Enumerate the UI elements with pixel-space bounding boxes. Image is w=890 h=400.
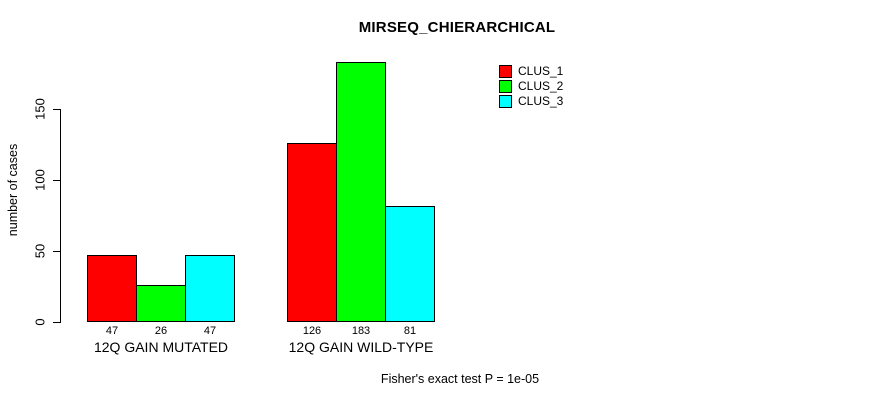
legend-item-clus-2: CLUS_2: [499, 80, 563, 93]
legend-color-swatch: [499, 95, 512, 108]
y-axis-line: [60, 108, 61, 323]
y-axis-tick: [53, 179, 60, 181]
bar-value-label: 26: [154, 325, 168, 337]
category-label: 12Q GAIN WILD-TYPE: [288, 339, 434, 355]
bar-clus-3-group2: [385, 206, 435, 323]
legend-label: CLUS_3: [518, 94, 564, 108]
legend-label: CLUS_2: [518, 79, 564, 93]
bar-clus-3-group1: [185, 254, 235, 323]
y-axis-tick: [53, 250, 60, 252]
legend-label: CLUS_1: [518, 64, 564, 78]
bar-value-label: 126: [302, 325, 322, 337]
y-axis-tick-label: 0: [32, 318, 48, 326]
bar-value-label: 81: [403, 325, 417, 337]
legend-color-swatch: [499, 65, 512, 78]
legend-item-clus-3: CLUS_3: [499, 95, 563, 108]
bar-value-label: 183: [351, 325, 371, 337]
y-axis-tick: [53, 321, 60, 323]
category-label: 12Q GAIN MUTATED: [93, 339, 229, 355]
legend: CLUS_1 CLUS_2 CLUS_3: [499, 65, 563, 108]
chart-title: MIRSEQ_CHIERARCHICAL: [358, 19, 556, 36]
bar-value-label: 47: [105, 325, 119, 337]
y-axis-tick: [53, 108, 60, 110]
bar-clus-2-group2: [336, 61, 386, 323]
fisher-test-annotation: Fisher's exact test P = 1e-05: [380, 372, 540, 386]
y-axis-tick-label: 50: [32, 243, 48, 259]
y-axis-label: number of cases: [6, 143, 20, 237]
legend-item-clus-1: CLUS_1: [499, 65, 563, 78]
bar-value-label: 47: [203, 325, 217, 337]
y-axis-tick-label: 150: [32, 98, 48, 120]
bar-clus-2-group1: [136, 284, 186, 323]
bar-clus-1-group1: [87, 254, 137, 323]
bar-clus-1-group2: [287, 142, 337, 323]
y-axis-tick-label: 100: [32, 169, 48, 191]
legend-color-swatch: [499, 80, 512, 93]
